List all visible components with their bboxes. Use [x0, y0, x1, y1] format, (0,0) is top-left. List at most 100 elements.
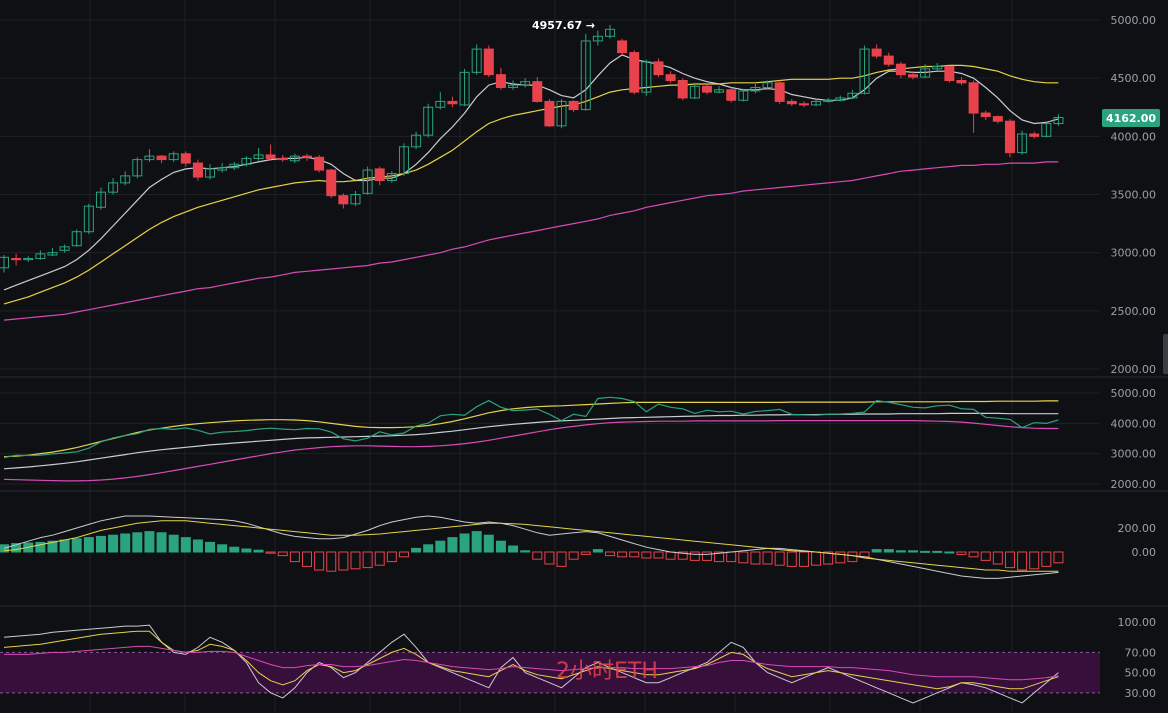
candle-body — [423, 106, 434, 136]
candle-body — [835, 97, 846, 101]
candle-body — [132, 159, 143, 177]
candle — [0, 254, 9, 273]
macd-histogram-bar — [544, 551, 555, 565]
price-ma-line — [3, 54, 1059, 291]
candle — [180, 151, 191, 167]
macd-histogram-bar — [762, 551, 773, 565]
candle — [544, 99, 555, 128]
candle — [1004, 118, 1015, 158]
macd-histogram-bar — [156, 532, 167, 553]
candle-body — [59, 246, 70, 251]
candle — [326, 168, 337, 198]
candle — [289, 153, 300, 164]
candle — [265, 144, 276, 161]
macd-histogram-bar — [435, 540, 446, 553]
macd-histogram-bar — [835, 551, 846, 564]
overview-line — [3, 412, 1059, 470]
candle — [786, 99, 797, 107]
rsi-panel[interactable] — [0, 624, 1100, 704]
candle-body — [241, 157, 252, 165]
scale-drag-handle[interactable] — [1163, 334, 1168, 374]
candle-body — [786, 100, 797, 105]
candle — [920, 64, 931, 79]
candle — [811, 99, 822, 107]
candle — [520, 78, 531, 88]
macd-histogram-bar — [217, 544, 228, 553]
candle — [556, 99, 567, 129]
macd-histogram-bar — [35, 541, 46, 553]
candle — [689, 82, 700, 100]
macd-histogram-bar — [108, 534, 119, 553]
macd-histogram-bar — [605, 551, 615, 557]
candle — [156, 154, 167, 164]
axis-tick-label: 3500.00 — [1111, 189, 1157, 202]
axis-tick-label: 4500.00 — [1111, 72, 1157, 85]
candle-body — [168, 153, 179, 161]
axis-tick-label: 70.00 — [1125, 646, 1157, 659]
candle-body — [1053, 116, 1064, 125]
overview-panel[interactable] — [3, 396, 1059, 482]
macd-histogram-bar — [423, 544, 434, 553]
candle — [495, 67, 506, 90]
candle-body — [871, 48, 882, 57]
candle — [411, 131, 422, 150]
macd-histogram-bar — [726, 551, 737, 563]
macd-histogram-bar — [738, 551, 749, 564]
candle — [944, 65, 955, 83]
candle — [714, 86, 725, 94]
candle-body — [568, 100, 579, 111]
candle — [895, 61, 906, 79]
macd-histogram-bar — [895, 550, 906, 553]
candle — [932, 63, 943, 72]
candle-body — [156, 155, 167, 161]
candle-body — [459, 71, 470, 106]
candle-body — [617, 40, 628, 54]
axis-tick-label: 200.00 — [1118, 522, 1157, 535]
macd-histogram-bar — [205, 541, 216, 553]
macd-histogram-bar — [71, 538, 82, 553]
candle-body — [1029, 133, 1040, 137]
candle — [132, 157, 143, 179]
candle-body — [762, 82, 773, 88]
candle-body — [23, 257, 34, 261]
macd-histogram-bar — [968, 551, 979, 558]
candle — [205, 164, 216, 180]
candle-body — [859, 48, 870, 94]
candle-body — [520, 81, 531, 86]
candle-body — [144, 155, 155, 161]
candle-body — [811, 100, 822, 106]
candle-body — [180, 153, 191, 164]
axis-tick-label: 5000.00 — [1111, 14, 1157, 27]
candle-body — [35, 253, 46, 259]
candle-body — [11, 257, 22, 261]
macd-line — [3, 515, 1059, 579]
candle — [229, 161, 240, 171]
macd-histogram-bar — [617, 551, 628, 558]
macd-panel[interactable] — [0, 515, 1064, 579]
candle — [302, 153, 312, 161]
candle-body — [823, 99, 834, 102]
price-ma-line — [3, 64, 1059, 305]
macd-histogram-bar — [956, 551, 967, 555]
candle-body — [326, 169, 337, 197]
candle — [1017, 130, 1028, 155]
price-axis[interactable]: 5000.00 4500.00 4000.00 3500.00 3000.00 2500.… — [1111, 14, 1157, 700]
chart-watermark: 2小时ETH — [556, 659, 658, 684]
macd-histogram-bar — [411, 547, 422, 553]
macd-histogram-bar — [180, 537, 191, 553]
candle-body — [750, 86, 761, 92]
price-panel[interactable] — [0, 24, 1064, 321]
macd-histogram-bar — [629, 551, 640, 558]
candle — [168, 151, 179, 162]
candle-body — [714, 89, 725, 93]
candle-body — [944, 66, 955, 81]
candle-body — [556, 100, 567, 127]
candle — [35, 250, 46, 260]
last-price-tag-background — [1102, 109, 1160, 127]
candle-body — [253, 154, 264, 159]
candle-body — [205, 168, 216, 178]
macd-histogram-bar — [871, 549, 882, 553]
